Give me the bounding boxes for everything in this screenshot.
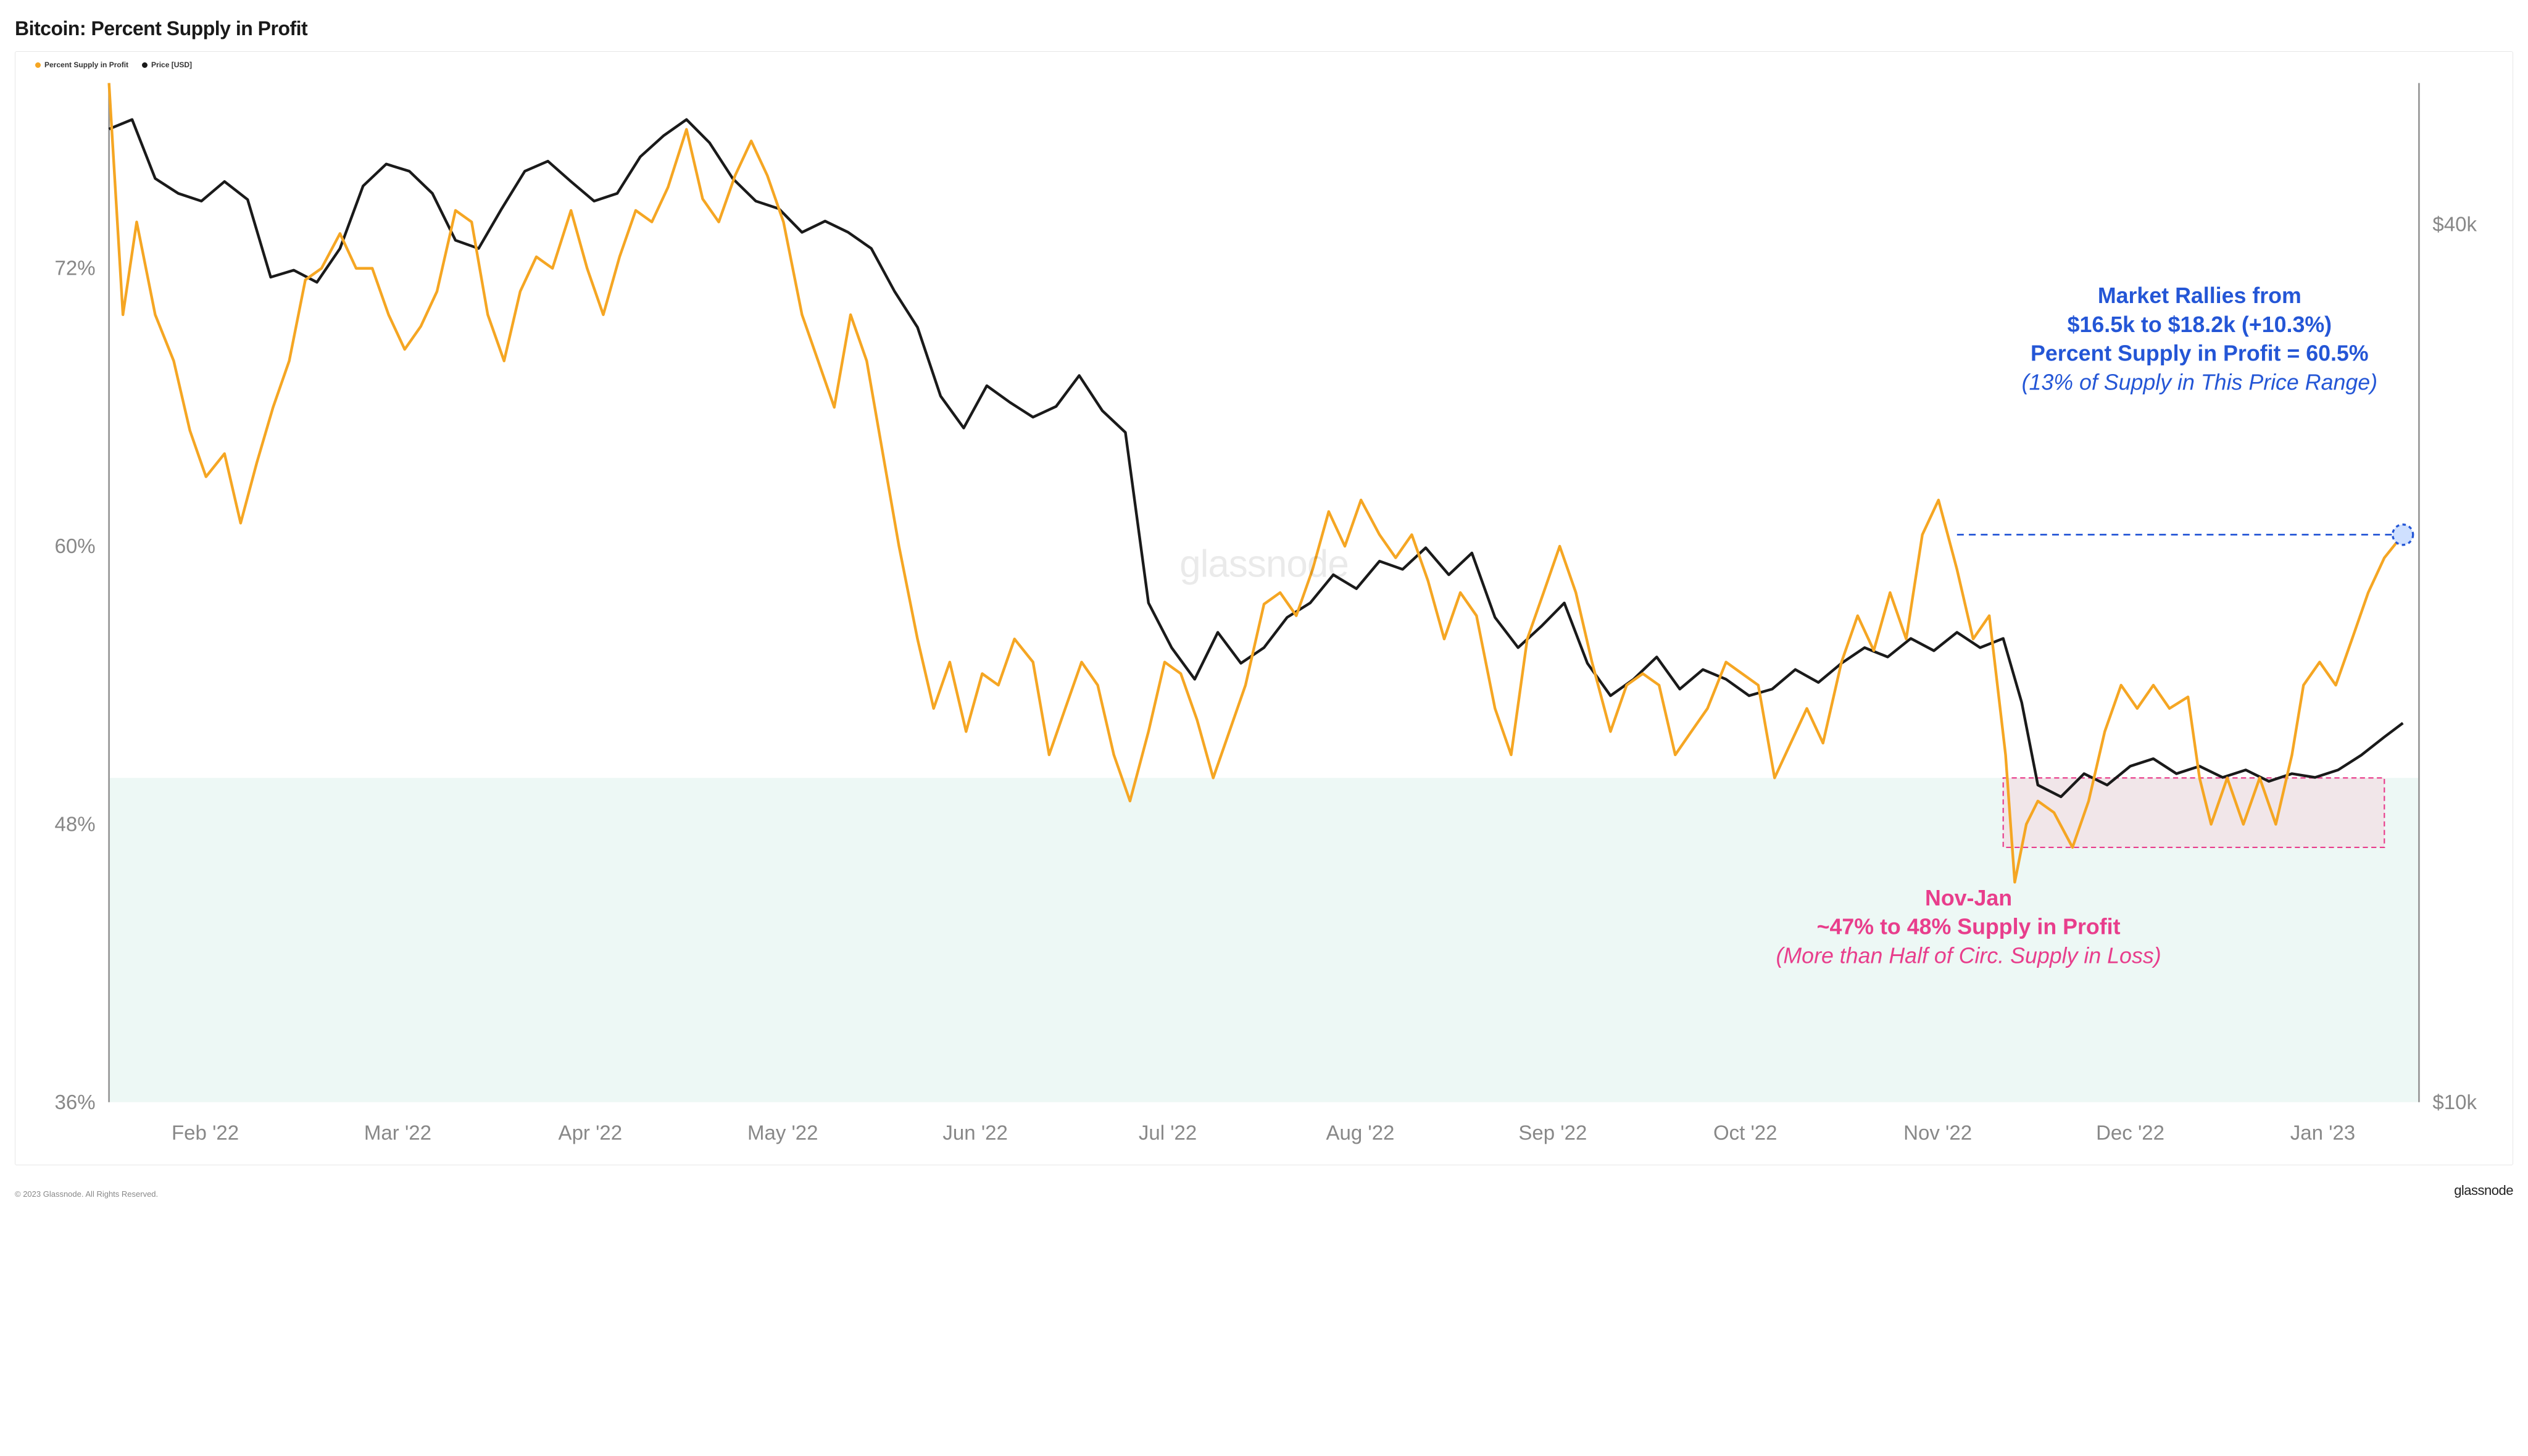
svg-text:Jan '23: Jan '23 xyxy=(2290,1121,2355,1144)
chart-container: Percent Supply in Profit Price [USD] gla… xyxy=(15,51,2513,1165)
svg-text:48%: 48% xyxy=(54,812,95,835)
svg-text:Mar '22: Mar '22 xyxy=(364,1121,431,1144)
svg-text:72%: 72% xyxy=(54,257,95,280)
legend-dot-price xyxy=(142,62,148,68)
svg-text:May '22: May '22 xyxy=(747,1121,818,1144)
svg-text:$10k: $10k xyxy=(2432,1091,2477,1113)
footer: © 2023 Glassnode. All Rights Reserved. g… xyxy=(15,1183,2513,1199)
legend: Percent Supply in Profit Price [USD] xyxy=(24,60,2504,73)
copyright: © 2023 Glassnode. All Rights Reserved. xyxy=(15,1189,158,1199)
legend-label-supply: Percent Supply in Profit xyxy=(44,60,128,69)
svg-text:Oct '22: Oct '22 xyxy=(1713,1121,1778,1144)
chart-title: Bitcoin: Percent Supply in Profit xyxy=(15,17,2513,40)
svg-text:Nov-Jan: Nov-Jan xyxy=(1925,886,2012,910)
legend-item-price: Price [USD] xyxy=(142,60,192,69)
svg-text:Jul '22: Jul '22 xyxy=(1139,1121,1197,1144)
svg-text:36%: 36% xyxy=(54,1091,95,1113)
chart-svg: 36% 48% 60% 72% $10k $40k Feb '22 Mar '22 Apr '2… xyxy=(24,73,2504,1160)
legend-label-price: Price [USD] xyxy=(151,60,192,69)
legend-item-supply: Percent Supply in Profit xyxy=(35,60,128,69)
svg-text:Nov '22: Nov '22 xyxy=(1903,1121,1972,1144)
svg-text:Feb '22: Feb '22 xyxy=(172,1121,239,1144)
svg-text:Apr '22: Apr '22 xyxy=(559,1121,623,1144)
svg-text:~47% to 48% Supply in Profit: ~47% to 48% Supply in Profit xyxy=(1817,915,2121,939)
svg-text:Aug '22: Aug '22 xyxy=(1326,1121,1394,1144)
svg-text:$40k: $40k xyxy=(2432,212,2477,235)
svg-text:Market Rallies from: Market Rallies from xyxy=(2098,283,2301,308)
svg-text:(13% of Supply in This Price R: (13% of Supply in This Price Range) xyxy=(2022,370,2378,394)
svg-text:$16.5k to $18.2k (+10.3%): $16.5k to $18.2k (+10.3%) xyxy=(2068,312,2332,337)
svg-text:60%: 60% xyxy=(54,535,95,557)
svg-text:Jun '22: Jun '22 xyxy=(942,1121,1007,1144)
legend-dot-supply xyxy=(35,62,41,68)
svg-text:Percent Supply in Profit = 60.: Percent Supply in Profit = 60.5% xyxy=(2031,341,2369,366)
svg-text:Sep '22: Sep '22 xyxy=(1518,1121,1587,1144)
svg-text:Dec '22: Dec '22 xyxy=(2096,1121,2164,1144)
svg-text:(More than Half of Circ. Suppl: (More than Half of Circ. Supply in Loss) xyxy=(1776,943,2161,968)
brand-logo: glassnode xyxy=(2454,1183,2513,1199)
